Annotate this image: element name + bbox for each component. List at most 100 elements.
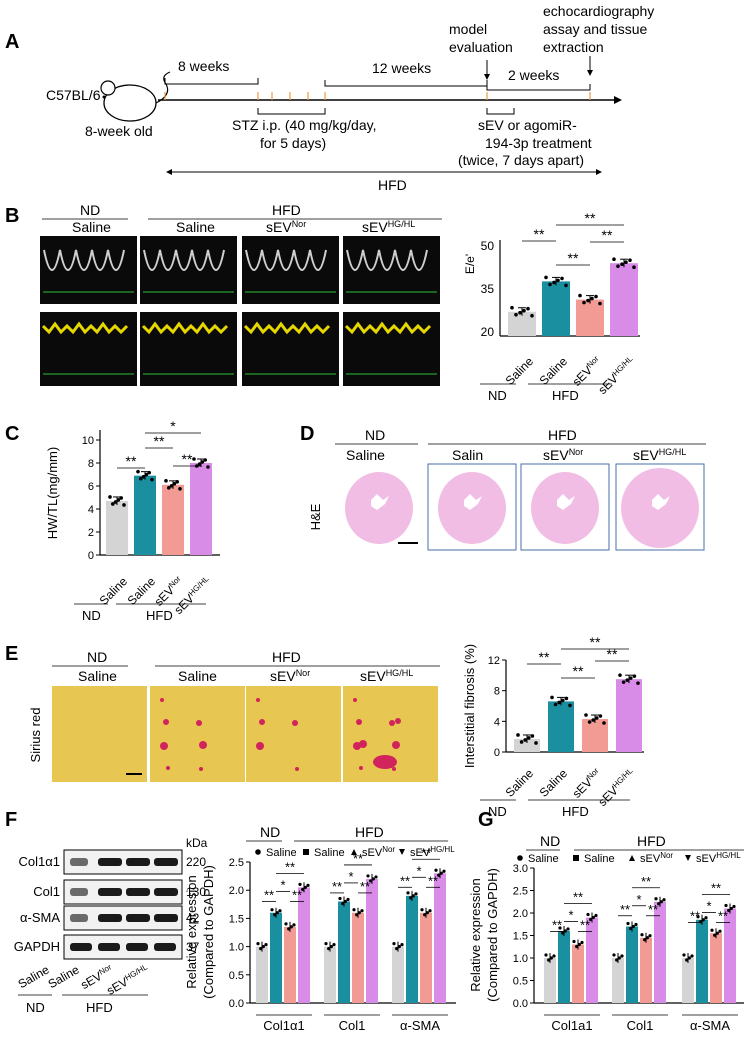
hfd-arrow-left — [166, 169, 172, 175]
legend-marker-0 — [517, 855, 523, 861]
point-0-2-0 — [572, 939, 576, 944]
tick-label-5: 0.0 — [229, 998, 244, 1010]
point-2-2-1 — [423, 913, 427, 917]
point-3-1 — [616, 264, 620, 269]
he-lumen-1 — [464, 494, 482, 510]
point-0-1 — [111, 502, 115, 506]
he-lumen-3 — [652, 494, 670, 510]
point-1-1 — [139, 476, 143, 481]
g-legend: Saline Saline sEVNor sEVHG/HL — [517, 851, 741, 866]
point-0-1-1 — [273, 913, 277, 917]
point-2-0 — [578, 293, 582, 298]
point-1-0-2 — [617, 956, 621, 960]
point-3-0 — [612, 257, 616, 262]
point-1-1-0 — [338, 896, 342, 901]
point-1-0 — [136, 469, 140, 474]
bar-2 — [576, 299, 604, 336]
d-nd: ND — [365, 427, 385, 443]
c-bars: ******* — [106, 418, 212, 555]
c-nd-group: ND — [82, 608, 101, 623]
sig-mark-0: ** — [539, 649, 550, 665]
sirius-fibrosis-3-1 — [389, 720, 395, 726]
sirius-fibrosis-1-5 — [199, 741, 207, 749]
point-2-5 — [178, 487, 182, 491]
point-2-3 — [172, 482, 177, 486]
sig-mark-1-2: ** — [648, 902, 658, 917]
point-1-1 — [553, 702, 558, 707]
point-2-1 — [582, 300, 586, 305]
point-2-1-0 — [406, 891, 410, 895]
sig-mark-0-3: ** — [573, 890, 583, 905]
point-1-2 — [552, 280, 556, 285]
point-1-4 — [560, 276, 564, 281]
f-ylabel-2: (Compared to GAPDH) — [201, 865, 216, 999]
b-tick-35: 35 — [481, 282, 495, 296]
point-2-2-3 — [718, 929, 722, 933]
c-xl-1: Saline — [97, 574, 131, 608]
g-nd-header: ND — [540, 833, 560, 849]
bar-2-0 — [682, 958, 694, 1003]
point-0-1 — [519, 740, 524, 744]
legend-label-1: Saline — [584, 853, 615, 865]
point-0-2-2 — [289, 925, 293, 929]
sig-mark-2: * — [170, 418, 176, 434]
bar-2-1 — [696, 919, 708, 1003]
bracket-2-weeks — [486, 84, 591, 91]
timeline-arrowhead — [614, 96, 622, 104]
bar-1-3 — [654, 901, 666, 1003]
sig-mark-0-1: * — [280, 877, 285, 892]
sirius-fibrosis-3-4 — [356, 719, 362, 725]
point-0-3 — [522, 308, 526, 313]
point-1-3-1 — [657, 902, 661, 906]
sig-mark-2-2: ** — [718, 909, 728, 924]
legend-label-2: sEVNor — [640, 851, 673, 866]
point-2-0 — [584, 713, 588, 717]
f-hfd-header: HFD — [355, 824, 384, 840]
point-1-0-0 — [324, 942, 328, 946]
point-3-4 — [628, 258, 632, 263]
b-xl-2: Saline — [537, 354, 571, 388]
point-1-2-2 — [357, 911, 361, 915]
legend-marker-2 — [351, 849, 357, 855]
g-group-2: Col1 — [627, 1018, 654, 1033]
blot-band-2-2 — [126, 914, 150, 922]
sig-mark-2-3: ** — [711, 881, 721, 896]
point-1-3-0 — [366, 874, 370, 878]
point-2-3-1 — [437, 873, 441, 877]
echo-label-2: assay and tissue — [543, 21, 647, 37]
point-2-2-0 — [710, 928, 714, 932]
point-2-0 — [164, 479, 168, 483]
e-xl-4: sEVHG/HL — [595, 765, 638, 808]
bar-0-3 — [586, 917, 598, 1003]
b-saline-nd: Saline — [72, 219, 111, 235]
bar-0-0 — [544, 958, 556, 1003]
legend-label-3: sEVHG/HL — [696, 851, 741, 866]
f-group-2: Col1 — [339, 1018, 366, 1033]
sig-mark-0-1: * — [568, 908, 573, 923]
b-xl-1: Saline — [503, 354, 537, 388]
f-nd-group: ND — [26, 1000, 45, 1015]
sig-mark-1-3: ** — [353, 851, 363, 866]
blot-band-3-2 — [126, 943, 148, 951]
panel-g-label: G — [478, 809, 494, 831]
point-0-0-1 — [547, 958, 551, 962]
blot-label-2: α-SMA — [20, 910, 60, 925]
bracket-sev — [486, 108, 515, 115]
legend-label-1: Saline — [314, 847, 345, 859]
legend-marker-2 — [629, 855, 635, 861]
b-hfd: HFD — [272, 202, 301, 218]
point-1-1 — [548, 282, 552, 287]
point-1-3-3 — [374, 875, 378, 879]
point-0-0 — [108, 495, 112, 499]
arrowhead-model — [484, 74, 490, 80]
echo-doppler-0 — [40, 236, 137, 304]
echo-image-grid — [40, 236, 440, 386]
f-group-1: Col1α1 — [263, 1018, 304, 1033]
stz-label-1: STZ i.p. (40 mg/kg/day, — [232, 117, 376, 133]
e-hfd: HFD — [272, 649, 301, 665]
point-1-0-1 — [327, 947, 331, 951]
point-0-1-0 — [558, 926, 562, 930]
sig-mark-2-0: ** — [400, 873, 410, 888]
point-2-0-0 — [682, 953, 686, 957]
point-2-4 — [175, 480, 179, 484]
